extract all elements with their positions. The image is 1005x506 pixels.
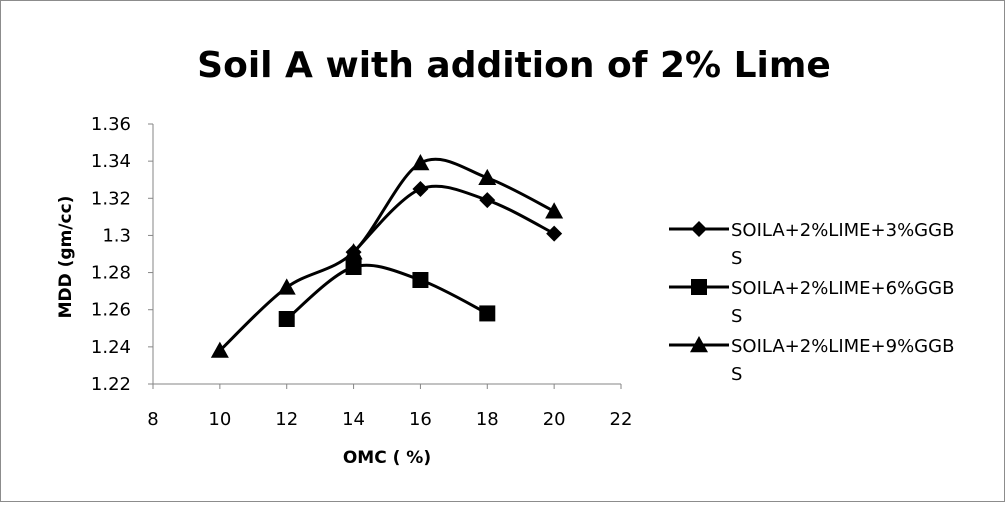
x-axis-label: OMC ( %) <box>343 448 431 468</box>
x-tick-label: 22 <box>610 409 633 430</box>
data-point-square <box>278 311 295 327</box>
legend-label: SOILA+2%LIME+6%GGB <box>731 278 954 299</box>
data-point-triangle <box>478 168 497 186</box>
x-tick-label: 14 <box>342 409 365 430</box>
legend-marker-square <box>691 279 707 295</box>
axes: 1.22 1.24 1.26 1.28 1.3 1.32 1.34 1.36 8 10 12 14 16… <box>91 114 633 430</box>
y-tick-label: 1.36 <box>91 114 131 135</box>
x-tick-label: 8 <box>147 409 158 430</box>
y-tick-label: 1.32 <box>91 188 131 209</box>
x-tick-label: 18 <box>476 409 499 430</box>
legend: SOILA+2%LIME+3%GGB S SOILA+2%LIME+6%GGB S SO… <box>669 220 954 385</box>
legend-label: S <box>731 248 742 269</box>
data-point-triangle <box>210 341 229 358</box>
data-point-triangle <box>344 243 363 260</box>
y-tick-label: 1.26 <box>91 300 131 321</box>
y-tick-label: 1.28 <box>91 263 131 284</box>
data-point-triangle <box>411 154 430 171</box>
y-tick-label: 1.24 <box>91 337 131 358</box>
data-point-triangle <box>545 202 564 219</box>
series-line-1 <box>352 184 555 254</box>
series-line-2 <box>285 263 488 321</box>
legend-marker-triangle <box>690 336 708 353</box>
data-point-diamond <box>546 225 563 242</box>
data-point-square <box>412 272 429 288</box>
legend-label: S <box>731 306 742 327</box>
data-point-triangle <box>277 278 296 295</box>
data-point-square <box>345 259 362 275</box>
y-tick-label: 1.34 <box>91 151 131 172</box>
series-layer <box>210 154 564 358</box>
data-point-square <box>479 305 496 322</box>
legend-marker-diamond <box>691 221 707 237</box>
y-tick-label: 1.22 <box>91 374 131 395</box>
legend-label: S <box>731 364 742 385</box>
series-line-3 <box>218 157 555 352</box>
data-point-diamond <box>479 192 496 209</box>
data-point-diamond <box>412 181 429 197</box>
x-tick-label: 12 <box>275 409 298 430</box>
legend-label: SOILA+2%LIME+9%GGB <box>731 336 954 357</box>
legend-label: SOILA+2%LIME+3%GGB <box>731 220 954 241</box>
x-tick-label: 20 <box>543 409 566 430</box>
y-tick-label: 1.3 <box>102 225 131 246</box>
x-tick-label: 10 <box>208 409 231 430</box>
y-axis-label: MDD (gm/cc) <box>56 196 76 319</box>
chart-title: Soil A with addition of 2% Lime <box>197 45 831 86</box>
x-tick-label: 16 <box>409 409 432 430</box>
